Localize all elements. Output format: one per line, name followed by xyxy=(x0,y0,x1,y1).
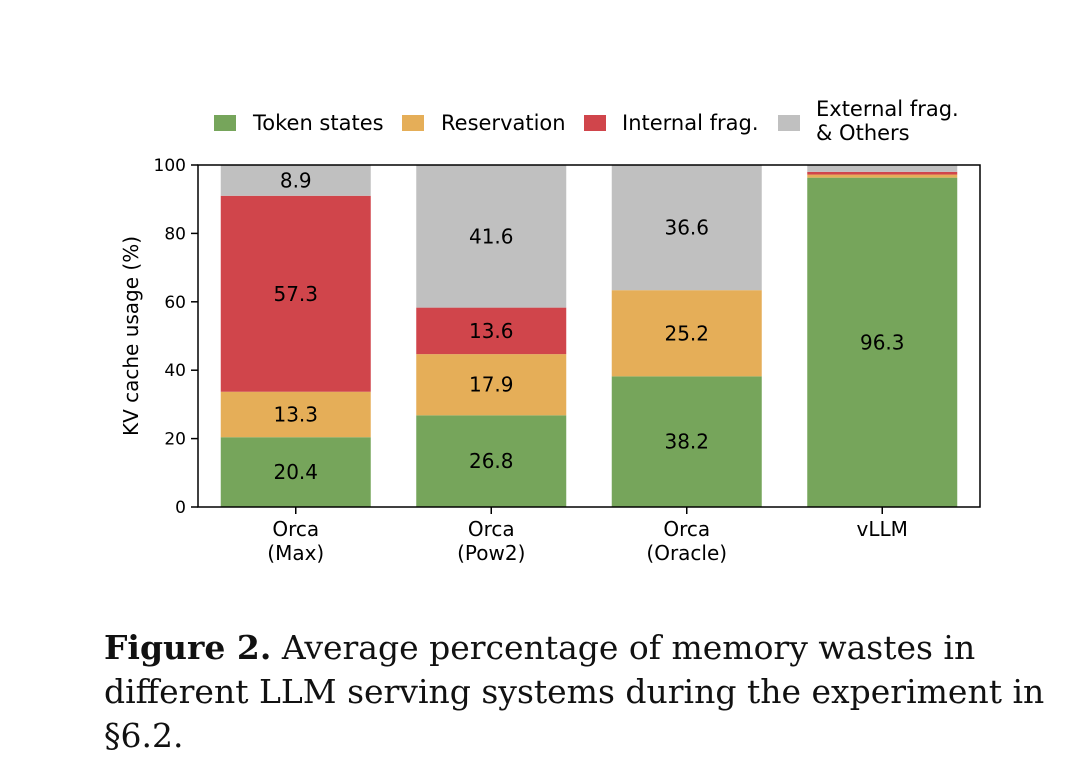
figure-caption: Figure 2. Average percentage of memory w… xyxy=(104,626,1054,758)
x-tick-label: Orca (Pow2) xyxy=(457,517,525,565)
bar-segment xyxy=(416,165,567,308)
legend: Token states Reservation Internal frag. Ext… xyxy=(214,97,959,145)
bar-segment xyxy=(220,437,371,507)
legend-swatch xyxy=(778,115,800,131)
data-label: 17.9 xyxy=(469,373,514,397)
caption-text: Average percentage of memory wastes in d… xyxy=(104,628,1045,755)
x-tick-label: Orca (Oracle) xyxy=(646,517,727,565)
legend-swatch xyxy=(214,115,236,131)
bar-segment xyxy=(807,177,958,508)
bar-segment xyxy=(611,376,762,507)
bar-segment xyxy=(611,165,762,291)
legend-label: Internal frag. xyxy=(622,111,759,135)
y-tick-label: 0 xyxy=(175,498,186,518)
data-label: 20.4 xyxy=(273,460,318,484)
data-label: 57.3 xyxy=(273,282,318,306)
y-axis-label: KV cache usage (%) xyxy=(119,236,143,436)
bar-segment xyxy=(416,307,567,355)
x-axis: Orca (Max) Orca (Pow2) Orca (Oracle) vLLM xyxy=(267,507,908,565)
bar-segment xyxy=(807,174,958,178)
plot-frame xyxy=(197,164,981,508)
caption-lead: Figure 2. xyxy=(104,628,272,667)
bars: 20.4 13.3 57.3 8.9 26.8 17.9 13.6 41.6 38.2 25.2 3… xyxy=(220,165,958,508)
data-label: 13.6 xyxy=(469,319,514,343)
y-axis: 0 20 40 60 80 100 xyxy=(154,156,198,518)
bar-segment xyxy=(416,415,567,507)
x-tick-label: Orca (Max) xyxy=(267,517,324,565)
data-label: 25.2 xyxy=(664,321,709,345)
bar-segment xyxy=(807,171,958,175)
data-label: 41.6 xyxy=(469,224,514,248)
y-tick-label: 60 xyxy=(164,293,186,313)
y-tick-label: 80 xyxy=(164,224,186,244)
legend-label: External frag. & Others xyxy=(816,97,959,145)
y-tick-label: 100 xyxy=(154,156,186,176)
bar-segment xyxy=(611,290,762,377)
legend-label: Reservation xyxy=(441,111,566,135)
legend-swatch xyxy=(584,115,606,131)
data-label: 13.3 xyxy=(273,402,318,426)
data-label: 38.2 xyxy=(664,430,709,454)
data-label: 26.8 xyxy=(469,449,514,473)
data-label: 96.3 xyxy=(860,330,905,354)
bar-segment xyxy=(220,165,371,196)
bar-segment xyxy=(416,354,567,416)
legend-swatch xyxy=(402,115,424,131)
bar-segment xyxy=(220,391,371,438)
y-tick-label: 40 xyxy=(164,361,186,381)
bar-segment xyxy=(807,165,958,172)
x-tick-label: vLLM xyxy=(857,517,908,541)
data-label: 8.9 xyxy=(280,169,312,193)
data-label: 36.6 xyxy=(664,216,709,240)
legend-label: Token states xyxy=(252,111,384,135)
bar-segment xyxy=(220,195,371,392)
stacked-bar-chart: Token states Reservation Internal frag. Ext… xyxy=(119,97,981,565)
y-tick-label: 20 xyxy=(164,430,186,450)
